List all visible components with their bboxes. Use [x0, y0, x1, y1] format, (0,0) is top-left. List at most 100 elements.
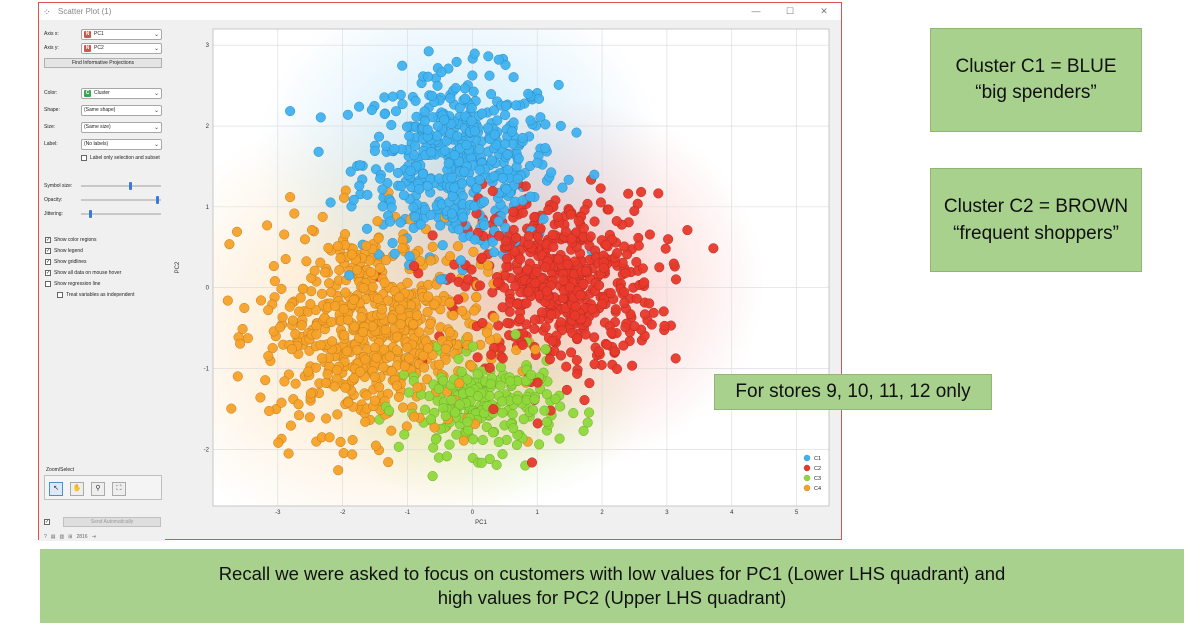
checkbox-label: Treat variables as independent	[66, 291, 135, 298]
callout-recall-line2: high values for PC2 (Upper LHS quadrant)	[437, 587, 787, 608]
point-C4	[339, 330, 350, 341]
close-icon[interactable]: ✕	[820, 6, 828, 16]
show-color-regions-checkbox[interactable]: ✓ Show color regions	[45, 235, 97, 244]
checkbox-box[interactable]: ✓	[45, 236, 51, 243]
point-C3	[510, 329, 521, 340]
point-C2	[611, 363, 623, 375]
point-C3	[468, 434, 479, 445]
checkbox-box[interactable]	[81, 154, 87, 161]
size-combo[interactable]: (Same size) ⌄	[81, 121, 162, 133]
categorical-variable-icon: C	[84, 89, 91, 97]
point-C1	[342, 109, 353, 120]
point-C1	[540, 119, 551, 130]
point-C4	[380, 324, 391, 336]
send-automatically-button[interactable]: Send Automatically	[63, 517, 161, 527]
point-C1	[386, 202, 397, 213]
point-C2	[593, 346, 605, 357]
point-C4	[361, 390, 372, 401]
opacity-slider[interactable]	[81, 196, 161, 204]
show-legend-checkbox[interactable]: ✓ Show legend	[45, 246, 83, 255]
minimize-icon[interactable]: —	[751, 6, 761, 16]
send-row: ✓ Send Automatically	[44, 517, 161, 527]
point-C2	[453, 294, 464, 305]
point-C2	[589, 216, 600, 227]
point-C3	[427, 471, 438, 482]
point-C4	[287, 315, 298, 326]
point-C1	[488, 247, 500, 258]
point-C3	[582, 417, 593, 428]
numeric-variable-icon: N	[84, 44, 91, 52]
reset-zoom-icon[interactable]: ⛶	[112, 482, 126, 496]
point-C1	[487, 236, 498, 247]
scatter-plot[interactable]: -3 -2 -1 0 1 2 3 4 5 -2 -1 0 1 2 3 PC1 PC2 C1 C2 C3 C4	[171, 25, 837, 533]
point-C4	[412, 382, 423, 393]
point-C4	[369, 395, 381, 406]
auto-send-checkbox[interactable]: ✓	[44, 518, 53, 527]
point-C2	[517, 207, 528, 218]
point-C1	[354, 101, 365, 112]
label-only-selection-checkbox[interactable]: Label only selection and subset	[81, 153, 160, 162]
checkbox-box[interactable]	[57, 291, 63, 298]
axis-y-combo[interactable]: N PC2 ⌄	[81, 42, 162, 54]
axis-x-combo[interactable]: N PC1 ⌄	[81, 28, 162, 40]
window-title: Scatter Plot (1)	[58, 7, 112, 16]
point-C1	[432, 121, 443, 132]
point-C4	[304, 412, 315, 423]
point-C2	[631, 293, 642, 304]
point-C2	[555, 350, 567, 361]
y-tick-label: 0	[206, 286, 210, 292]
color-combo[interactable]: C Cluster ⌄	[81, 87, 162, 99]
point-C1	[533, 93, 545, 104]
help-icon[interactable]: ?	[44, 534, 47, 540]
point-C4	[305, 299, 316, 310]
point-C4	[330, 301, 341, 312]
treat-independent-checkbox[interactable]: Treat variables as independent	[57, 290, 134, 299]
point-C2	[540, 262, 551, 273]
maximize-icon[interactable]: ☐	[785, 6, 795, 16]
select-pointer-icon[interactable]: ↖	[49, 482, 63, 496]
find-informative-projections-button[interactable]: Find Informative Projections	[44, 58, 162, 68]
point-C2	[566, 347, 577, 358]
point-C3	[393, 441, 404, 452]
point-C1	[379, 108, 390, 120]
checkbox-box[interactable]: ✓	[45, 269, 51, 276]
point-C2	[501, 253, 512, 264]
symbol-size-slider[interactable]	[81, 182, 161, 190]
checkbox-label: Show legend	[54, 247, 83, 254]
slider-handle[interactable]	[156, 196, 160, 204]
point-C4	[295, 292, 306, 303]
point-C3	[444, 439, 455, 450]
checkbox-box[interactable]: ✓	[45, 247, 51, 254]
report-icon[interactable]: ▤	[50, 534, 56, 540]
point-C4	[379, 277, 390, 288]
point-C3	[440, 410, 451, 421]
point-C2	[620, 322, 631, 333]
point-C4	[343, 397, 354, 408]
slider-label: Jittering:	[44, 211, 63, 217]
point-C2	[663, 234, 674, 245]
point-C1	[449, 182, 460, 193]
point-C3	[512, 394, 523, 405]
point-C2	[708, 243, 719, 254]
show-all-data-checkbox[interactable]: ✓ Show all data on mouse hover	[45, 268, 121, 277]
point-C2	[654, 262, 665, 273]
checkbox-box[interactable]	[45, 280, 51, 287]
checkbox-box[interactable]: ✓	[45, 258, 51, 265]
point-C4	[411, 310, 423, 321]
chevron-down-icon: ⌄	[153, 124, 159, 131]
shape-combo[interactable]: (Same shape) ⌄	[81, 104, 162, 116]
zoom-icon[interactable]: ⚲	[91, 482, 105, 496]
slider-handle[interactable]	[128, 182, 132, 190]
export-icon[interactable]: ⇥	[91, 534, 96, 540]
jittering-slider[interactable]	[81, 210, 161, 218]
pan-hand-icon[interactable]: ✋	[70, 482, 84, 496]
plot-area[interactable]: -3 -2 -1 0 1 2 3 4 5 -2 -1 0 1 2 3 PC1 PC2 C1 C2 C3 C4	[171, 25, 837, 533]
output-icon[interactable]: ▥	[59, 534, 65, 540]
checkbox-box[interactable]: ✓	[44, 519, 50, 525]
point-C1	[419, 106, 430, 117]
slider-handle[interactable]	[88, 210, 92, 218]
point-C4	[349, 321, 360, 332]
label-combo[interactable]: (No labels) ⌄	[81, 138, 162, 150]
show-regression-line-checkbox[interactable]: Show regression line	[45, 279, 100, 288]
show-gridlines-checkbox[interactable]: ✓ Show gridlines	[45, 257, 87, 266]
